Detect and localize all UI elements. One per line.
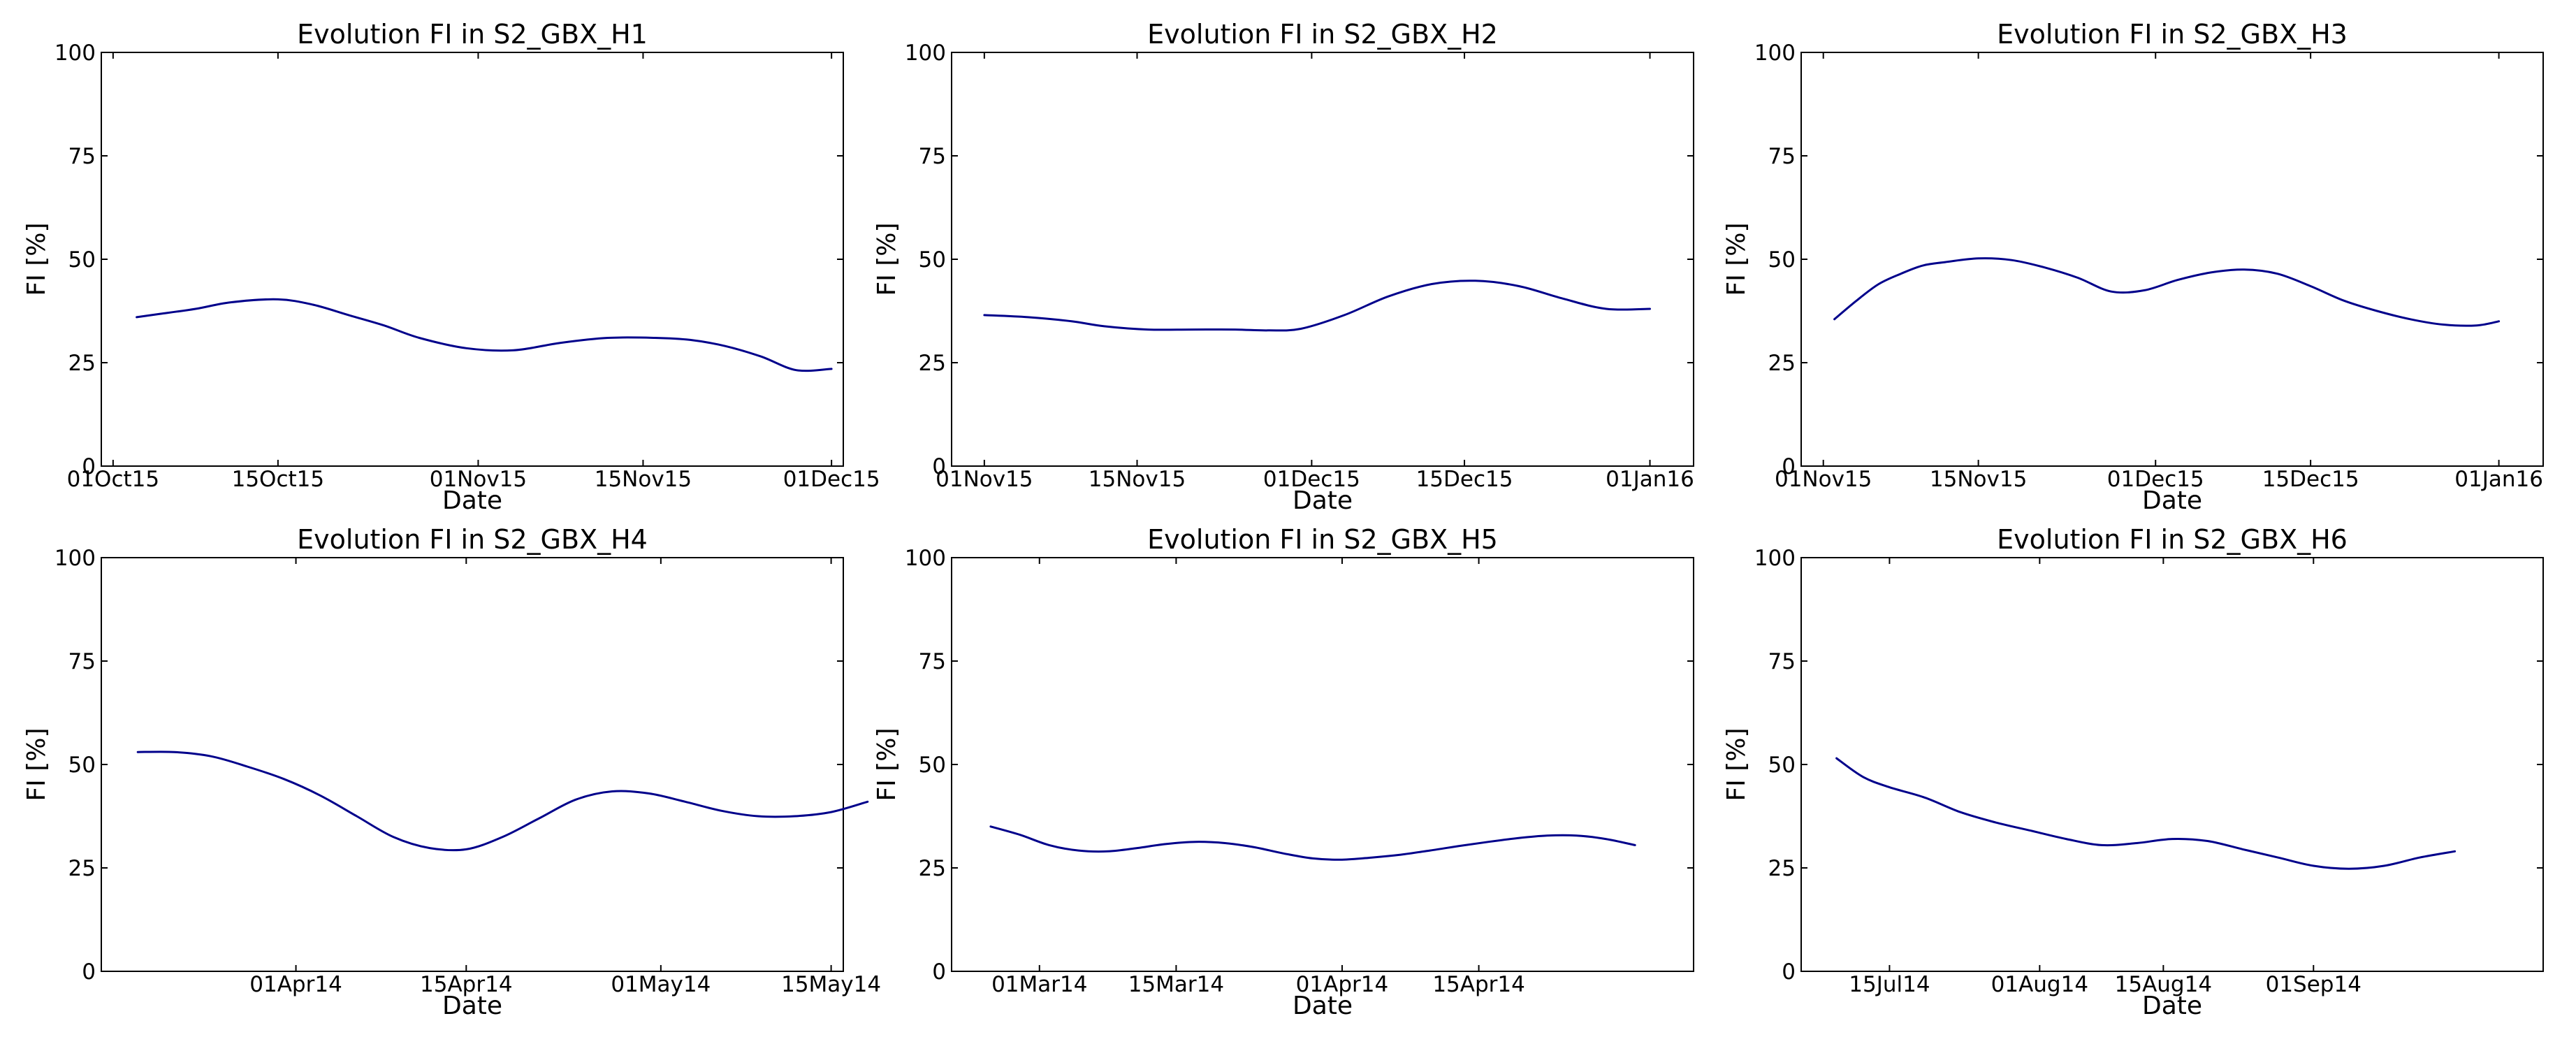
y-tick-label: 0 [932, 959, 946, 985]
y-tick-label: 25 [68, 856, 96, 881]
series-line-fi [1833, 257, 2501, 327]
x-axis-label: Date [442, 992, 502, 1020]
chart-title: Evolution FI in S2_GBX_H5 [1147, 524, 1498, 555]
plot-frame [951, 557, 1694, 972]
y-tick-label: 0 [82, 959, 96, 985]
x-tick-label: 01Nov15 [430, 467, 527, 492]
x-axis-label: Date [1293, 486, 1353, 515]
x-tick-label: 15Mar14 [1128, 972, 1224, 997]
y-tick-label: 100 [905, 546, 946, 571]
series-line-fi [983, 280, 1651, 332]
y-axis-label: FI [%] [873, 222, 901, 296]
x-tick-label: 15Jul14 [1849, 972, 1930, 997]
y-tick-label: 75 [1768, 144, 1796, 169]
x-tick-label: 15Aug14 [2115, 972, 2212, 997]
y-tick-label: 75 [919, 144, 946, 169]
x-axis-label: Date [1293, 992, 1353, 1020]
x-tick-label: 01Nov15 [936, 467, 1033, 492]
x-tick-label: 01Jan16 [2454, 467, 2543, 492]
chart-title: Evolution FI in S2_GBX_H6 [1997, 524, 2348, 555]
series-line-fi [136, 298, 833, 372]
y-axis-label: FI [%] [22, 222, 51, 296]
x-tick-label: 01Dec15 [783, 467, 880, 492]
chart-title: Evolution FI in S2_GBX_H1 [297, 19, 648, 50]
y-tick-label: 50 [919, 247, 946, 273]
x-axis-label: Date [2142, 486, 2202, 515]
y-tick-label: 100 [1754, 546, 1796, 571]
y-tick-label: 50 [1768, 247, 1796, 273]
x-tick-label: 15Apr14 [420, 972, 513, 997]
y-tick-label: 100 [905, 41, 946, 66]
y-tick-label: 75 [68, 144, 96, 169]
x-tick-label: 01Nov15 [1775, 467, 1872, 492]
y-tick-label: 25 [1768, 351, 1796, 376]
y-tick-label: 100 [54, 41, 96, 66]
x-axis-label: Date [2142, 992, 2202, 1020]
series-line-fi [1835, 757, 2457, 870]
y-tick-label: 75 [68, 649, 96, 674]
y-tick-label: 50 [919, 753, 946, 778]
x-tick-label: 15May14 [781, 972, 881, 997]
y-axis-label: FI [%] [22, 727, 51, 801]
chart-panel-6: Evolution FI in S2_GBX_H6 0 25 50 75 100 15Jul… [1722, 524, 2544, 1020]
chart-panel-1: Evolution FI in S2_GBX_H1 0 25 50 75 100 01Oct… [22, 19, 880, 515]
chart-title: Evolution FI in S2_GBX_H4 [297, 524, 648, 555]
chart-panel-2: Evolution FI in S2_GBX_H2 0 25 50 75 100 01Nov… [873, 19, 1694, 515]
chart-title: Evolution FI in S2_GBX_H2 [1147, 19, 1498, 50]
chart-panel-4: Evolution FI in S2_GBX_H4 0 25 50 75 100 01Apr… [22, 524, 881, 1020]
y-tick-label: 0 [1782, 959, 1796, 985]
x-tick-label: 01Apr14 [249, 972, 342, 997]
y-tick-label: 75 [919, 649, 946, 674]
plot-frame [101, 52, 844, 467]
y-tick-label: 100 [1754, 41, 1796, 66]
x-tick-label: 15Dec15 [1416, 467, 1513, 492]
x-axis-label: Date [442, 486, 502, 515]
chart-panel-5: Evolution FI in S2_GBX_H5 0 25 50 75 100 01Mar… [873, 524, 1694, 1020]
y-tick-label: 25 [919, 351, 946, 376]
y-tick-label: 0 [82, 454, 96, 479]
plot-frame [1800, 52, 2544, 467]
y-tick-label: 50 [68, 753, 96, 778]
x-tick-label: 01Apr14 [1296, 972, 1389, 997]
y-tick-label: 25 [919, 856, 946, 881]
x-tick-label: 01Oct15 [67, 467, 160, 492]
y-tick-label: 25 [1768, 856, 1796, 881]
x-tick-label: 15Nov15 [1089, 467, 1186, 492]
y-tick-label: 25 [68, 351, 96, 376]
y-tick-label: 100 [54, 546, 96, 571]
plot-frame [101, 557, 844, 972]
x-tick-label: 01Jan16 [1606, 467, 1694, 492]
y-tick-label: 50 [68, 247, 96, 273]
y-tick-label: 0 [1782, 454, 1796, 479]
x-tick-label: 01Dec15 [2107, 467, 2204, 492]
plot-frame [951, 52, 1694, 467]
y-tick-label: 50 [1768, 753, 1796, 778]
x-tick-label: 01Aug14 [1991, 972, 2088, 997]
series-line-fi [989, 825, 1636, 861]
series-line-fi [136, 751, 869, 852]
chart-panel-3: Evolution FI in S2_GBX_H3 0 25 50 75 100 01Nov… [1722, 19, 2544, 515]
x-tick-label: 15Nov15 [1930, 467, 2027, 492]
y-axis-label: FI [%] [1722, 727, 1751, 801]
x-tick-label: 15Oct15 [232, 467, 325, 492]
y-tick-label: 75 [1768, 649, 1796, 674]
plot-frame [1800, 557, 2544, 972]
x-tick-label: 01Mar14 [991, 972, 1087, 997]
x-tick-label: 15Apr14 [1432, 972, 1525, 997]
x-tick-label: 01Sep14 [2266, 972, 2362, 997]
x-tick-label: 01Dec15 [1263, 467, 1360, 492]
y-axis-label: FI [%] [873, 727, 901, 801]
y-tick-label: 0 [932, 454, 946, 479]
x-tick-label: 01May14 [611, 972, 711, 997]
chart-title: Evolution FI in S2_GBX_H3 [1997, 19, 2348, 50]
x-tick-label: 15Nov15 [595, 467, 692, 492]
y-axis-label: FI [%] [1722, 222, 1751, 296]
x-tick-label: 15Dec15 [2262, 467, 2359, 492]
